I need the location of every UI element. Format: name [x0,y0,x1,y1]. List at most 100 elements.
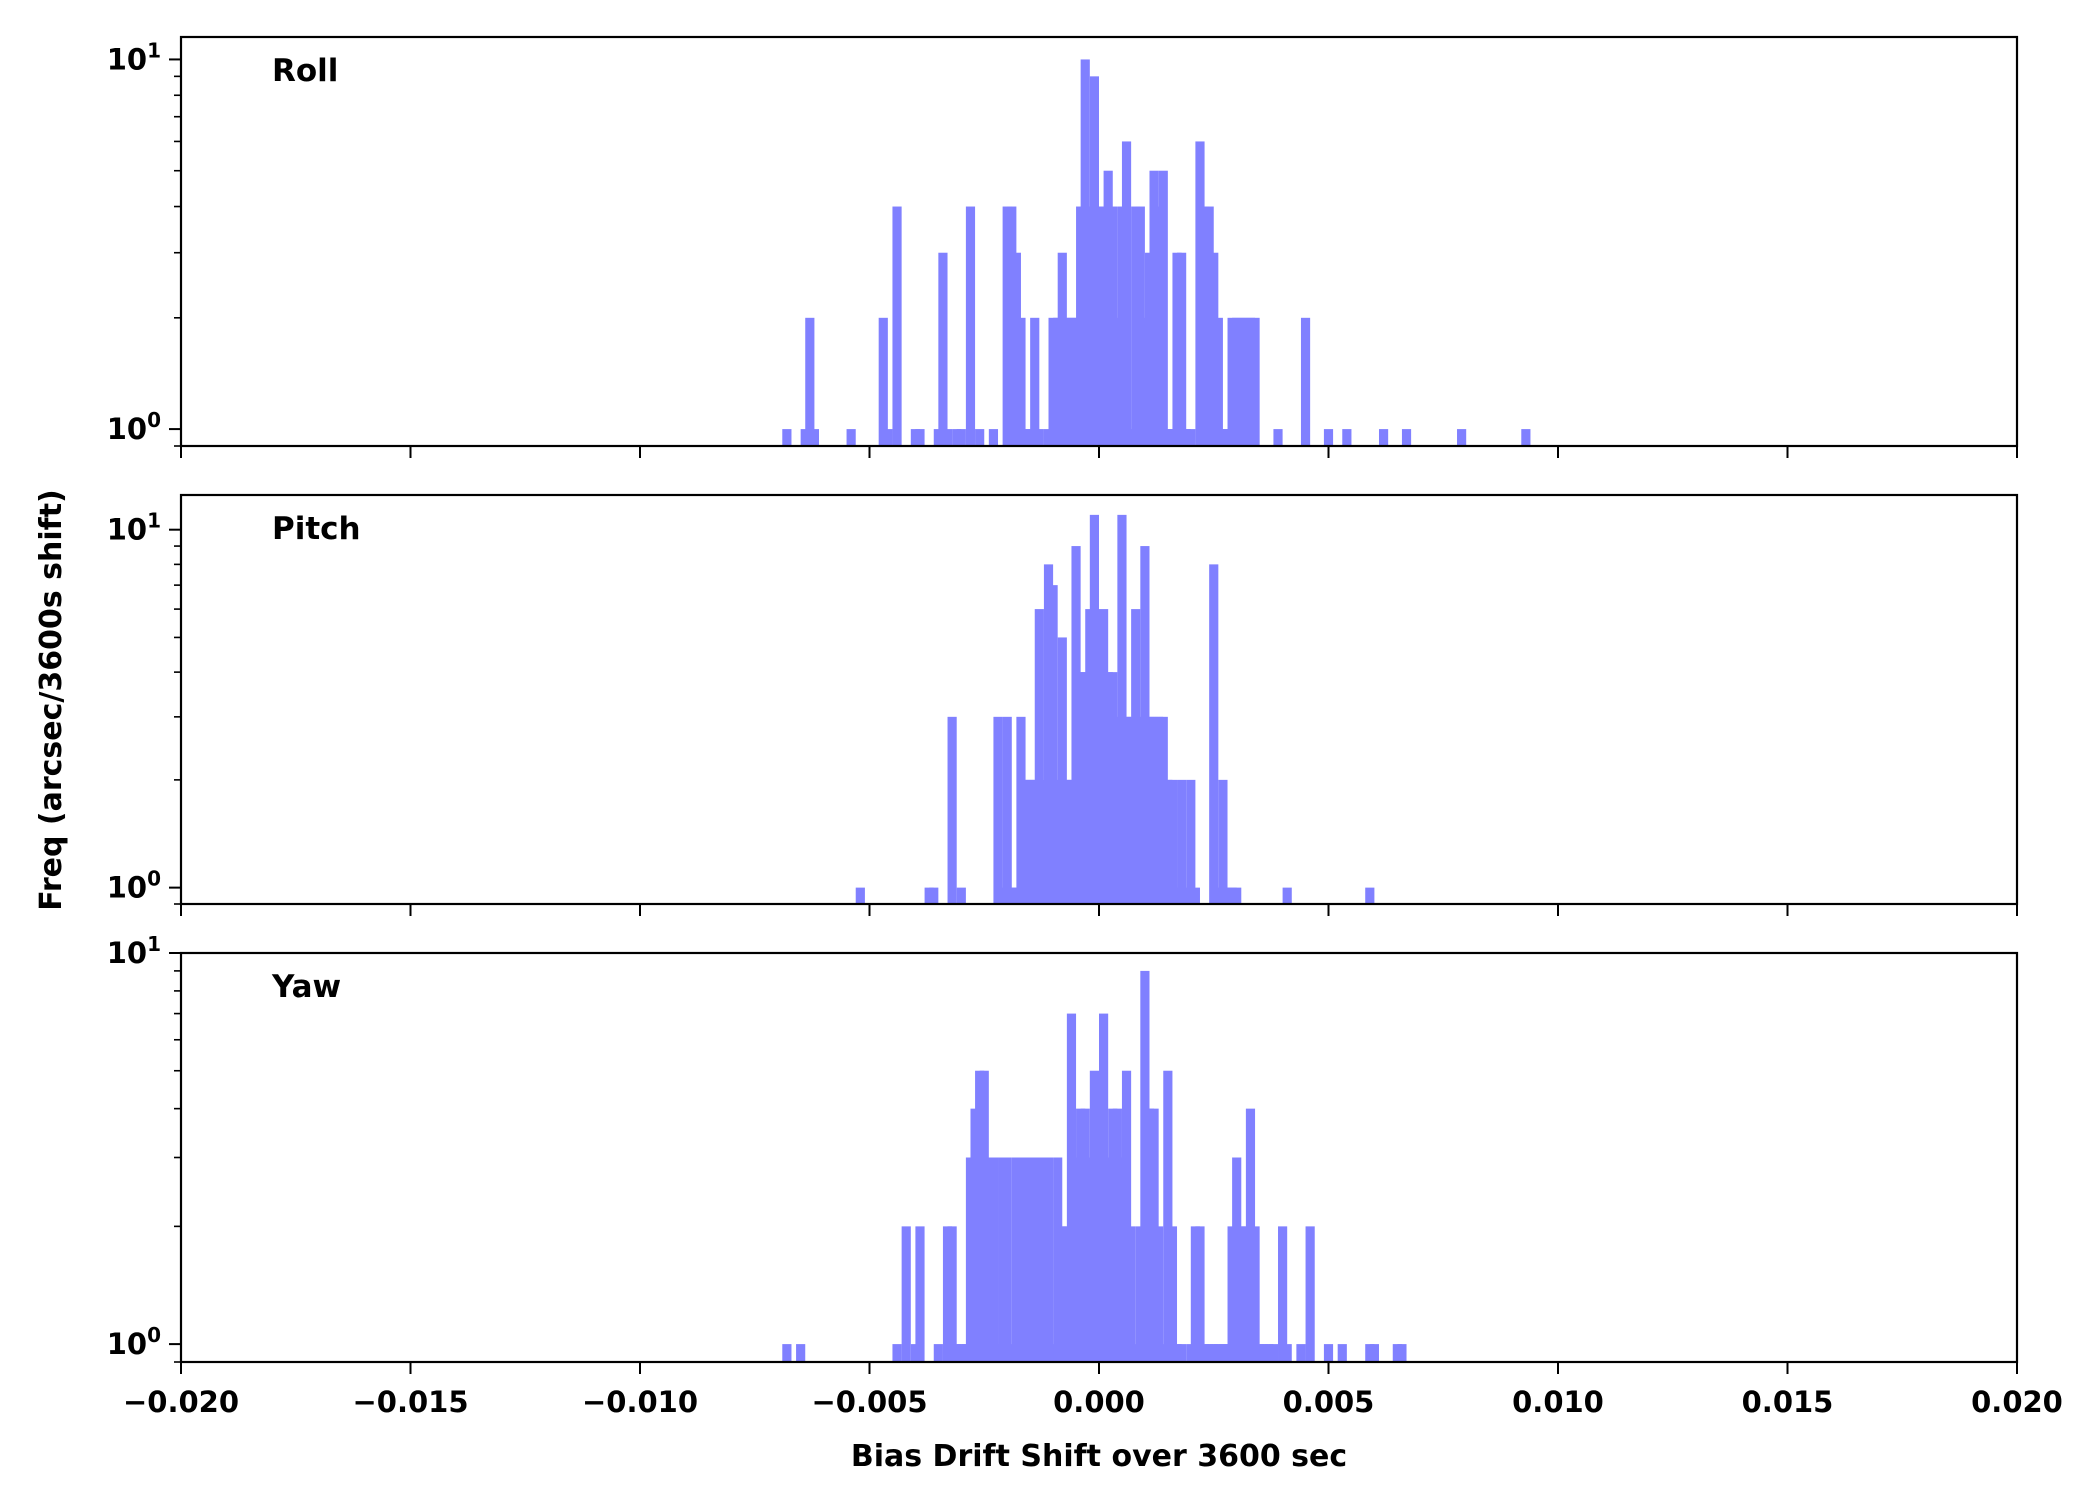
histogram-bar [1126,1226,1136,1362]
histogram-bar [892,206,902,446]
histogram-bar [988,429,999,446]
histogram-bar [1305,1226,1315,1362]
histogram-bar [1218,1344,1228,1362]
histogram-bar [1378,429,1389,446]
histogram-bar [1103,672,1113,904]
histogram-bar [1213,317,1223,446]
histogram-bar [1121,1070,1132,1362]
histogram-bar [846,429,856,446]
bars-yaw [782,970,1407,1362]
x-tick-label: −0.010 [582,1385,698,1419]
histogram-bar [1177,1344,1187,1362]
histogram-bar [993,716,1003,904]
histogram-bar [1039,1157,1049,1362]
x-tick-label: −0.015 [352,1385,468,1419]
histogram-bar [1154,716,1164,904]
panel-label-roll: Roll [272,53,338,89]
histogram-bar [1195,1226,1205,1362]
y-tick-label: 101 [107,38,161,76]
y-tick-label: 100 [107,867,161,905]
histogram-bar [1232,887,1242,904]
histogram-bar [1167,779,1178,904]
histogram-bar [1300,317,1311,446]
histogram-bar [933,1344,943,1362]
histogram-bar [892,1344,902,1362]
histogram-bar [1121,141,1132,446]
histogram-bar [1250,317,1260,446]
histogram-bar [1163,1070,1173,1362]
histogram-bar [1282,1344,1292,1362]
histogram-bar [1250,1226,1260,1362]
histogram-bar [796,1344,806,1362]
y-tick-label: 101 [107,509,161,547]
x-tick-label: 0.020 [1971,1385,2063,1419]
histogram-bar [1002,206,1012,446]
histogram-bar [1218,429,1228,446]
x-tick-label: −0.005 [811,1385,927,1419]
histogram-bar [988,1157,999,1362]
histogram-bar [956,429,966,446]
x-tick-label: 0.000 [1053,1385,1145,1419]
y-tick-label: 100 [107,408,161,446]
y-axis-title: Freq (arcsec/3600s shift) [34,489,69,911]
histogram-bar [1204,1344,1214,1362]
x-axis-title: Bias Drift Shift over 3600 sec [851,1439,1347,1474]
histogram-bar [1034,429,1044,446]
histogram-bar [984,1157,994,1362]
histogram-bar [1103,170,1113,446]
histogram-bar [1190,887,1200,904]
histogram-bar [1002,716,1012,904]
histogram-bar [1204,206,1214,446]
histogram-bar [1457,429,1467,446]
panel-label-pitch: Pitch [272,511,361,547]
histogram-bar [1273,429,1283,446]
histogram-bar [1039,779,1049,904]
histogram-bar [809,429,820,446]
y-tick-label: 100 [107,1323,161,1361]
histogram-bar [1365,887,1375,904]
histogram-bar [1282,887,1292,904]
panel-pitch: Pitch 100 101 [107,493,2019,916]
histogram-bar [938,252,948,446]
histogram-bar [947,716,957,904]
histogram-bar [952,429,962,446]
histogram-bar [1016,317,1026,446]
histogram-bar [1167,1226,1178,1362]
histogram-bar [956,887,966,904]
histogram-bar [970,1108,980,1362]
histogram-bar [901,1226,911,1362]
bars-pitch [855,514,1375,904]
histogram-bar [1278,1226,1288,1362]
histogram-bar [952,1344,962,1362]
panel-yaw: Yaw 100 101 −0.020 −0.015 −0.010 −0.005 0.000 0.… [107,932,2063,1419]
histogram-bar [1186,779,1196,904]
histogram-bar [915,429,925,446]
histogram-bar [1057,637,1067,904]
histogram-bar [965,206,976,446]
histogram-bar [782,1344,792,1362]
histogram-bar [805,317,815,446]
histogram-bar [1323,429,1334,446]
histogram-bar [1034,609,1044,904]
histogram-bar [1218,779,1228,904]
histogram-bar [1521,429,1531,446]
panel-roll: Roll 100 101 [107,35,2019,458]
histogram-bar [1397,1344,1407,1362]
histogram-bar [1089,514,1099,904]
histogram-bar [1048,585,1058,904]
histogram-bar [878,317,888,446]
histogram-bar [1342,429,1352,446]
histogram-bar [1177,252,1187,446]
histogram-bar [1002,1157,1012,1362]
histogram-bar [855,887,865,904]
histogram-bar [1154,1226,1164,1362]
histogram-bar [942,429,953,446]
histogram-bar [1103,1157,1113,1362]
histogram-bar [1323,1344,1334,1362]
histogram-bar [1337,1344,1347,1362]
panel-label-yaw: Yaw [271,969,341,1005]
histogram-bar [1369,1344,1379,1362]
histogram-bar [929,887,939,904]
